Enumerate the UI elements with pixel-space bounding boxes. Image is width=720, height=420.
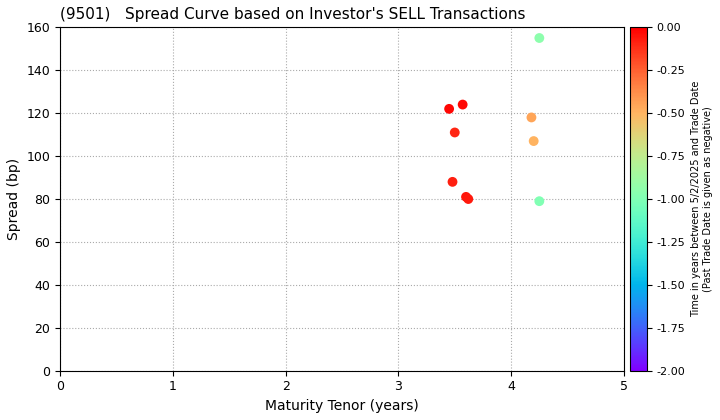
X-axis label: Maturity Tenor (years): Maturity Tenor (years) <box>265 399 419 413</box>
Point <box>446 178 458 185</box>
Point <box>528 138 539 144</box>
Point <box>449 129 461 136</box>
Point <box>526 114 537 121</box>
Point <box>462 196 474 202</box>
Point <box>457 101 469 108</box>
Point <box>534 198 545 205</box>
Y-axis label: Time in years between 5/2/2025 and Trade Date
(Past Trade Date is given as negat: Time in years between 5/2/2025 and Trade… <box>691 81 713 317</box>
Point <box>534 35 545 42</box>
Y-axis label: Spread (bp): Spread (bp) <box>7 158 21 240</box>
Point <box>444 105 455 112</box>
Point <box>460 194 472 200</box>
Text: (9501)   Spread Curve based on Investor's SELL Transactions: (9501) Spread Curve based on Investor's … <box>60 7 526 22</box>
